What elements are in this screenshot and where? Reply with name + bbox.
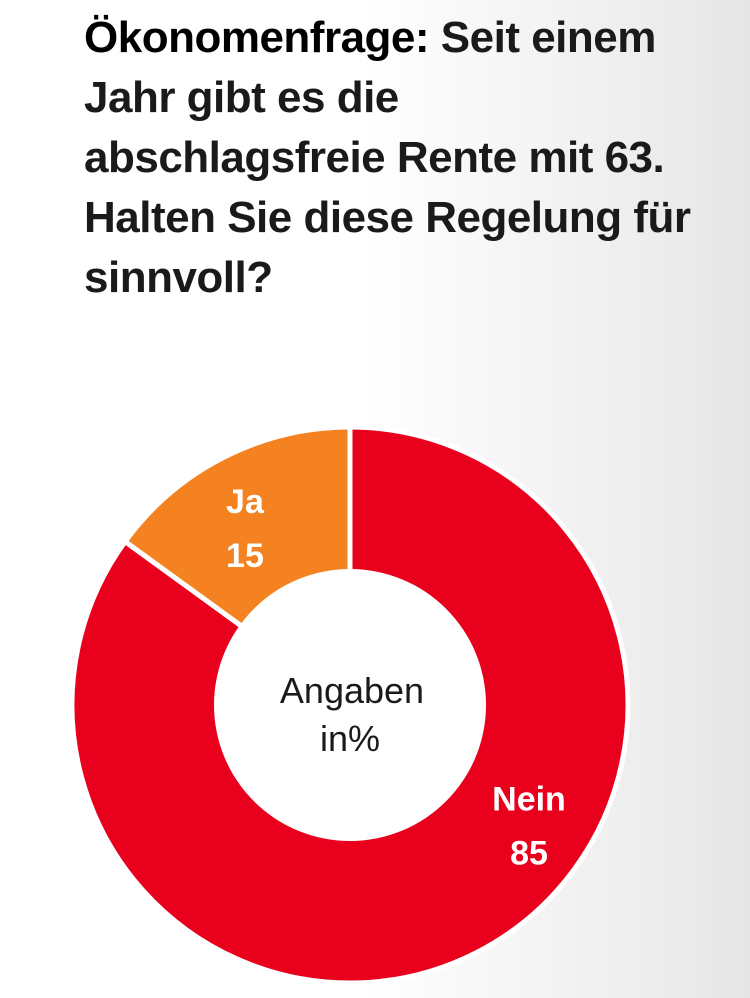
question-lead: Ökonomenfrage: [84, 13, 430, 62]
slice-label-nein: Nein [492, 781, 566, 819]
slice-value-ja: 15 [226, 537, 264, 575]
center-label-line-1: Angaben [280, 670, 424, 711]
question-title: Ökonomenfrage: Seit einem Jahr gibt es d… [84, 8, 694, 308]
chart-slice-labels: Ja 15 Nein 85 [226, 483, 566, 873]
slice-value-nein: 85 [510, 835, 548, 873]
donut-hole [214, 569, 486, 841]
question-text: Seit einem Jahr gibt es die abschlagsfre… [84, 13, 691, 302]
slice-label-ja: Ja [226, 483, 265, 521]
center-label-line-2: in% [320, 718, 380, 759]
